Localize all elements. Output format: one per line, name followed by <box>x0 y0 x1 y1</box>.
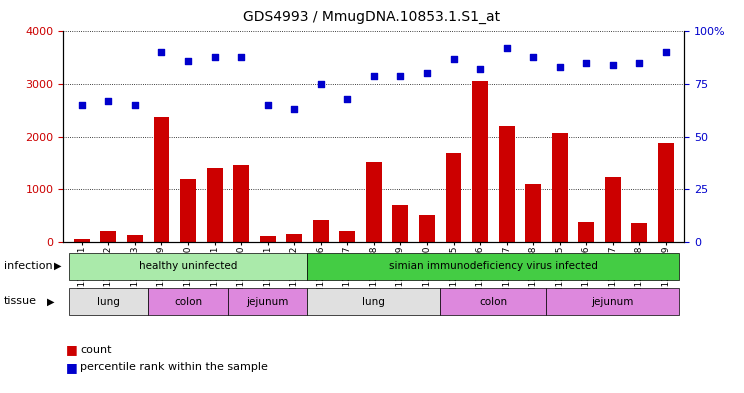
Bar <box>658 143 674 242</box>
Text: colon: colon <box>174 297 202 307</box>
Text: healthy uninfected: healthy uninfected <box>139 261 237 271</box>
Text: tissue: tissue <box>4 296 36 307</box>
Bar <box>307 253 679 279</box>
Point <box>129 102 141 108</box>
Point <box>501 45 513 51</box>
Bar <box>472 81 488 242</box>
Bar <box>207 167 222 242</box>
Point <box>421 70 433 77</box>
Bar <box>525 184 541 242</box>
Point <box>527 53 539 60</box>
Bar <box>546 288 679 315</box>
Point <box>182 58 194 64</box>
Text: ▶: ▶ <box>47 296 54 307</box>
Point <box>288 106 300 112</box>
Point <box>394 72 406 79</box>
Bar <box>228 288 307 315</box>
Text: ■: ■ <box>65 361 77 374</box>
Point <box>448 56 460 62</box>
Text: jejunum: jejunum <box>246 297 289 307</box>
Point <box>155 49 167 55</box>
Point <box>368 72 379 79</box>
Text: colon: colon <box>479 297 507 307</box>
Bar <box>68 253 307 279</box>
Bar <box>74 239 90 242</box>
Point <box>554 64 565 70</box>
Text: GDS4993 / MmugDNA.10853.1.S1_at: GDS4993 / MmugDNA.10853.1.S1_at <box>243 10 501 24</box>
Bar <box>632 223 647 242</box>
Bar <box>153 117 170 242</box>
Point <box>76 102 88 108</box>
Point <box>208 53 220 60</box>
Bar <box>578 222 594 242</box>
Bar <box>446 153 461 242</box>
Text: lung: lung <box>97 297 120 307</box>
Bar <box>100 231 116 242</box>
Bar <box>286 234 302 242</box>
Point <box>315 81 327 87</box>
Bar <box>180 179 196 242</box>
Bar <box>127 235 143 242</box>
Text: jejunum: jejunum <box>591 297 634 307</box>
Bar <box>605 177 620 242</box>
Point <box>660 49 672 55</box>
Bar <box>233 165 249 242</box>
Bar <box>366 162 382 242</box>
Point <box>607 62 619 68</box>
Point <box>235 53 247 60</box>
Bar <box>260 236 275 242</box>
Point <box>262 102 274 108</box>
Point <box>341 95 353 102</box>
Text: ■: ■ <box>65 343 77 356</box>
Point <box>474 66 486 72</box>
Text: ▶: ▶ <box>54 261 61 271</box>
Text: infection: infection <box>4 261 52 271</box>
Bar <box>392 205 408 242</box>
Bar <box>68 288 148 315</box>
Point <box>103 98 115 104</box>
Bar <box>148 288 228 315</box>
Bar <box>552 133 568 242</box>
Point <box>580 60 592 66</box>
Bar <box>339 231 356 242</box>
Point <box>633 60 645 66</box>
Bar <box>312 220 329 242</box>
Bar <box>419 215 435 242</box>
Text: lung: lung <box>362 297 385 307</box>
Text: count: count <box>80 345 112 355</box>
Bar <box>307 288 440 315</box>
Text: percentile rank within the sample: percentile rank within the sample <box>80 362 269 373</box>
Text: simian immunodeficiency virus infected: simian immunodeficiency virus infected <box>389 261 597 271</box>
Bar <box>498 126 515 242</box>
Bar <box>440 288 546 315</box>
